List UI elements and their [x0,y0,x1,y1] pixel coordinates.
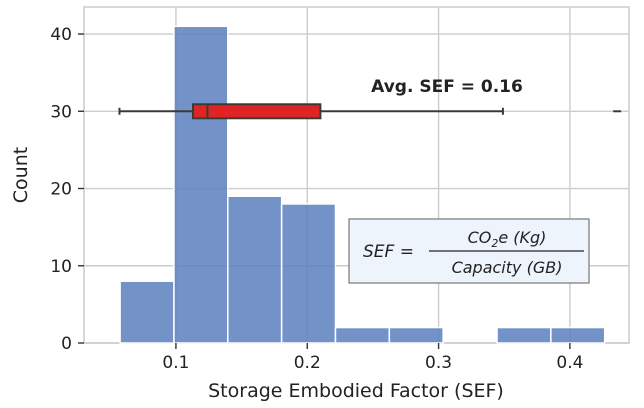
y-tick-label: 30 [50,102,72,122]
y-tick-label: 10 [50,257,72,277]
boxplot [118,103,622,120]
x-tick-label: 0.1 [162,353,189,373]
histogram-bar [388,326,444,344]
equation-denominator: Capacity (GB) [452,258,563,277]
histogram-bar [227,195,283,344]
equation-lhs: SEF = [363,242,414,262]
avg-sef-annotation: Avg. SEF = 0.16 [371,77,523,97]
y-axis-label: Count [10,147,32,203]
axis-ticks: 0.1 0.2 0.3 0.4 0 10 20 30 40 [50,25,583,373]
y-tick-label: 40 [50,25,72,45]
histogram-bar [173,25,229,344]
histogram-bar [119,280,175,344]
histogram-bar [334,326,391,344]
sef-equation-box: SEF = CO2e (Kg) Capacity (GB) [348,218,590,284]
histogram-bar [550,326,606,344]
y-tick-label: 0 [61,334,72,354]
x-tick-label: 0.2 [294,353,321,373]
histogram-bar [280,203,337,344]
x-tick-label: 0.3 [425,353,452,373]
x-tick-label: 0.4 [556,353,583,373]
histogram-bar [496,326,552,344]
histogram-bars [119,25,606,344]
x-axis-label: Storage Embodied Factor (SEF) [208,380,504,402]
boxplot-box [192,103,322,120]
y-tick-label: 20 [50,180,72,200]
equation-numerator: CO2e (Kg) [468,228,547,250]
